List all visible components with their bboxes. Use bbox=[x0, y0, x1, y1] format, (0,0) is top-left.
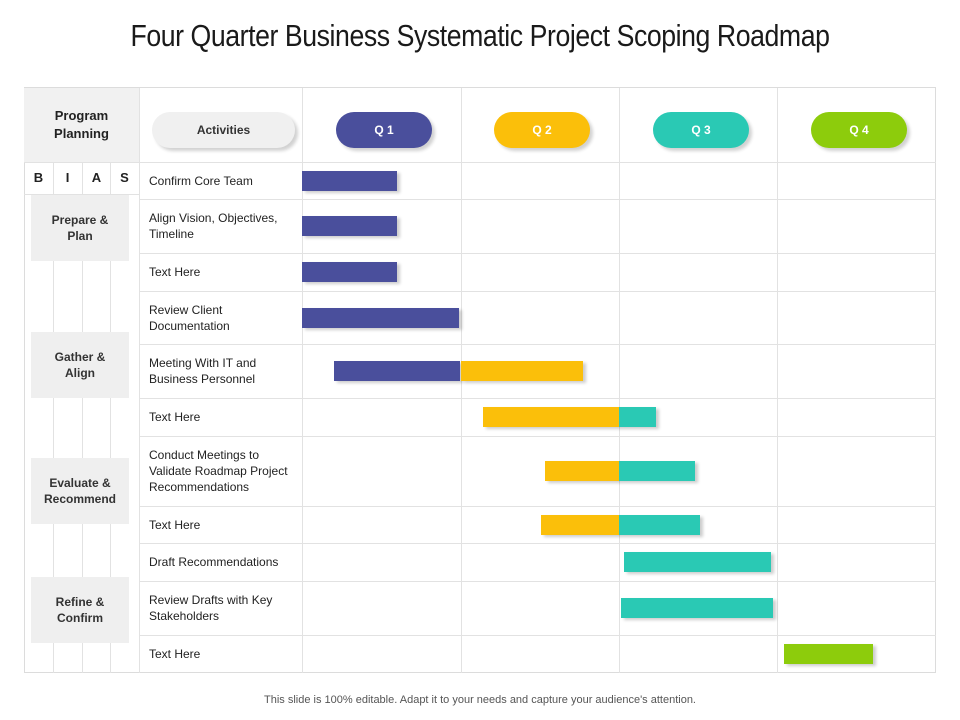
grid-vline bbox=[82, 162, 83, 673]
grid-hline bbox=[24, 194, 139, 195]
phase-label: Gather & Align bbox=[54, 350, 106, 380]
activity-label: Review Client Documentation bbox=[149, 302, 230, 333]
gantt-bar-segment bbox=[302, 307, 459, 328]
phase-evaluate-recommend: Evaluate & Recommend bbox=[31, 458, 129, 524]
gantt-bar-segment bbox=[619, 407, 656, 427]
phase-gather-align: Gather & Align bbox=[31, 332, 129, 398]
grid-hline bbox=[139, 543, 936, 544]
bias-letter-a: A bbox=[91, 170, 102, 185]
grid-vline bbox=[110, 162, 111, 673]
activity-label: Meeting With IT and Business Personnel bbox=[149, 356, 257, 386]
quarter-pill-q4: Q 4 bbox=[811, 112, 907, 148]
grid-hline bbox=[139, 581, 936, 582]
bias-letter-b: B bbox=[33, 170, 44, 185]
phase-label: Prepare & Plan bbox=[51, 213, 109, 243]
gantt-bar-segment bbox=[302, 170, 398, 191]
grid-vline bbox=[619, 88, 620, 673]
activity-label: Text Here bbox=[149, 410, 201, 424]
grid-vline bbox=[302, 88, 303, 673]
grid-hline bbox=[139, 436, 936, 437]
gantt-bar-segment bbox=[619, 514, 700, 535]
grid-hline bbox=[139, 344, 936, 345]
phase-label: Evaluate & Recommend bbox=[43, 476, 117, 506]
grid-vline bbox=[53, 162, 54, 673]
gantt-bar-segment bbox=[620, 598, 773, 618]
activity-label: Review Drafts with Key Stakeholders bbox=[149, 593, 273, 623]
grid-vline bbox=[777, 88, 778, 673]
gantt-bar-segment bbox=[333, 361, 461, 381]
gantt-bar-segment bbox=[544, 461, 619, 481]
grid-hline bbox=[139, 635, 936, 636]
program-planning-label: Program Planning bbox=[54, 108, 109, 141]
gantt-bar-segment bbox=[541, 514, 619, 535]
phase-prepare-plan: Prepare & Plan bbox=[31, 195, 129, 261]
activity-label: Conduct Meetings to Validate Roadmap Pro… bbox=[149, 448, 288, 494]
grid-hline bbox=[139, 398, 936, 399]
activity-label: Text Here bbox=[149, 265, 201, 279]
gantt-bar-segment bbox=[623, 552, 772, 572]
activities-header-pill: Activities bbox=[152, 112, 295, 148]
program-planning-header: Program Planning bbox=[24, 88, 139, 162]
gantt-bar-segment bbox=[783, 644, 873, 664]
footer-note: This slide is 100% editable. Adapt it to… bbox=[264, 694, 696, 706]
activity-label: Align Vision, Objectives, Timeline bbox=[149, 211, 278, 241]
phase-label: Refine & Confirm bbox=[55, 595, 105, 625]
gantt-bar-segment bbox=[619, 461, 696, 481]
page-title: Four Quarter Business Systematic Project… bbox=[130, 18, 830, 53]
gantt-bar-segment bbox=[302, 262, 398, 282]
gantt-bar-segment bbox=[460, 361, 583, 381]
quarter-pill-q2: Q 2 bbox=[494, 112, 590, 148]
grid-hline bbox=[139, 291, 936, 292]
grid-hline bbox=[139, 253, 936, 254]
activity-label: Text Here bbox=[149, 646, 201, 661]
activity-label: Confirm Core Team bbox=[149, 173, 253, 188]
activity-label: Draft Recommendations bbox=[149, 555, 279, 569]
phase-refine-confirm: Refine & Confirm bbox=[31, 577, 129, 643]
quarter-pill-q3: Q 3 bbox=[653, 112, 749, 148]
gantt-bar-segment bbox=[482, 407, 619, 427]
grid-hline bbox=[139, 506, 936, 507]
grid-hline bbox=[139, 199, 936, 200]
grid-vline bbox=[139, 88, 140, 673]
grid-hline bbox=[24, 162, 936, 163]
roadmap-table bbox=[24, 87, 936, 673]
gantt-bar-segment bbox=[302, 216, 398, 236]
bias-letter-i: I bbox=[65, 170, 70, 185]
activity-label: Text Here bbox=[149, 517, 201, 532]
bias-letter-s: S bbox=[120, 170, 129, 185]
quarter-pill-q1: Q 1 bbox=[336, 112, 432, 148]
